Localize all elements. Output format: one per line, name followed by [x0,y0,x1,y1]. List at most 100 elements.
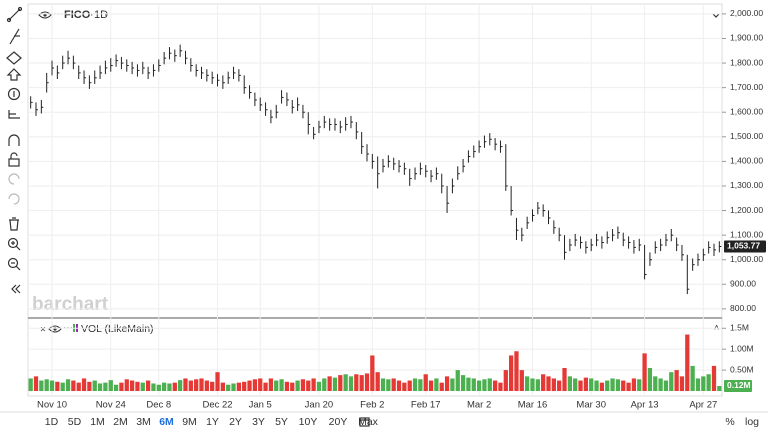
tool-redo[interactable] [8,193,20,205]
volume-bar [274,380,279,391]
volume-bar [631,378,637,391]
tool-zoom-in[interactable] [7,237,21,251]
tool-zoom-out[interactable] [7,257,21,271]
volume-bar [44,379,49,391]
volume-bar [471,378,476,391]
collapse-pane[interactable]: ˄ [714,322,719,332]
volume-bar [578,380,583,391]
range-button[interactable]: 3M [136,416,151,428]
range-button[interactable]: 9M [182,416,197,428]
range-button[interactable]: 5Y [275,416,288,428]
y-tick-label: 0.50M [730,364,754,374]
tool-shape[interactable] [6,51,22,65]
volume-bar [268,378,274,391]
volume-bar [498,382,503,391]
x-tick-label: Mar 2 [467,400,491,411]
eye-icon[interactable] [38,11,52,19]
volume-bar [626,382,631,391]
tool-line[interactable] [6,6,23,23]
tool-pitchfork[interactable] [9,28,20,45]
range-button[interactable]: 1Y [206,416,219,428]
tool-measure[interactable] [8,110,20,119]
drawing-toolbar [6,6,23,294]
calendar-icon[interactable] [359,417,370,427]
volume-bar [444,376,450,391]
collapse-pane[interactable] [712,13,720,18]
volume-bar [402,382,407,391]
range-button[interactable]: 1M [90,416,105,428]
scale-button[interactable]: % [725,416,734,428]
volume-bar [316,381,322,391]
volume-bar [327,376,332,391]
volume-bar [450,378,455,391]
volume-bar [119,382,124,391]
volume-bar [546,376,551,391]
y-tick-label: 2,000.00 [730,8,763,18]
volume-bar [642,353,647,391]
volume-bar [508,355,514,391]
range-button[interactable]: 20Y [329,416,348,428]
volume-bar [418,379,423,391]
volume-bar [226,384,231,391]
tool-magnet[interactable] [8,134,20,146]
volume-bar [386,379,391,391]
volume-bar [482,379,487,391]
y-tick-label: 1.5M [730,323,749,333]
x-tick-label: Feb 17 [411,400,441,411]
range-button[interactable]: Max [358,416,379,428]
symbol: FICO [64,9,91,21]
y-tick-label: 800.00 [730,303,756,313]
tool-arrow[interactable] [6,68,22,81]
volume-bar [183,378,188,391]
collapse-toolbar[interactable] [11,284,21,294]
volume-bar [290,382,295,391]
volume-bar [492,380,498,391]
volume-bar [439,382,444,391]
volume-bar [124,379,129,391]
watermark: barchart [32,294,109,315]
last-price-label: 1,053.77 [727,241,760,251]
y-tick-label: 1,200.00 [730,205,763,215]
volume-bar [220,382,225,391]
volume-bar [562,368,567,391]
range-button[interactable]: 3Y [252,416,265,428]
tool-lock[interactable] [8,152,20,167]
volume-bar [567,376,572,391]
range-button[interactable]: 2M [113,416,128,428]
volume-bar [76,382,81,391]
range-button[interactable]: 5D [68,416,82,428]
volume-bar [583,377,589,391]
volume-bar [247,380,252,391]
volume-bar [167,383,172,391]
volume-bar [706,374,711,391]
volume-bar [71,380,76,391]
tool-undo[interactable] [8,173,20,185]
volume-bar [135,381,140,391]
volume-bar [423,374,428,391]
range-button[interactable]: 6M [159,416,174,428]
volume-bar [541,374,546,391]
y-tick-label: 1,300.00 [730,180,763,190]
scale-button[interactable]: log [745,416,759,428]
tool-delete[interactable] [9,217,19,231]
y-tick-label: 900.00 [730,279,756,289]
study-title: VOL (LikeMain) [81,323,154,335]
close-study[interactable]: × [40,325,46,336]
volume-bar [573,378,578,391]
volume-bar [311,378,316,391]
x-tick-label: Mar 30 [576,400,606,411]
y-tick-label: 1,600.00 [730,106,763,116]
volume-bar [338,375,343,391]
tool-note[interactable] [7,87,21,101]
range-button[interactable]: 2Y [229,416,242,428]
x-tick-label: Mar 16 [518,400,548,411]
plot-frame [27,3,723,397]
volume-bar [129,380,135,391]
range-button[interactable]: 10Y [299,416,318,428]
volume-bar [210,381,215,391]
volume-bar [658,378,663,391]
volume-bar [685,334,690,391]
range-button[interactable]: 1D [45,416,59,428]
volume-bar [172,382,177,391]
